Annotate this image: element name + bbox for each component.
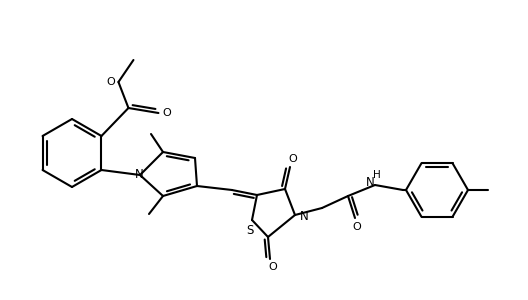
Text: O: O — [353, 222, 361, 232]
Text: N: N — [299, 209, 308, 223]
Text: O: O — [289, 154, 297, 164]
Text: O: O — [162, 108, 171, 118]
Text: N: N — [135, 167, 144, 181]
Text: N: N — [365, 176, 374, 190]
Text: H: H — [373, 170, 381, 180]
Text: O: O — [106, 77, 115, 87]
Text: O: O — [269, 262, 277, 272]
Text: S: S — [247, 224, 253, 236]
